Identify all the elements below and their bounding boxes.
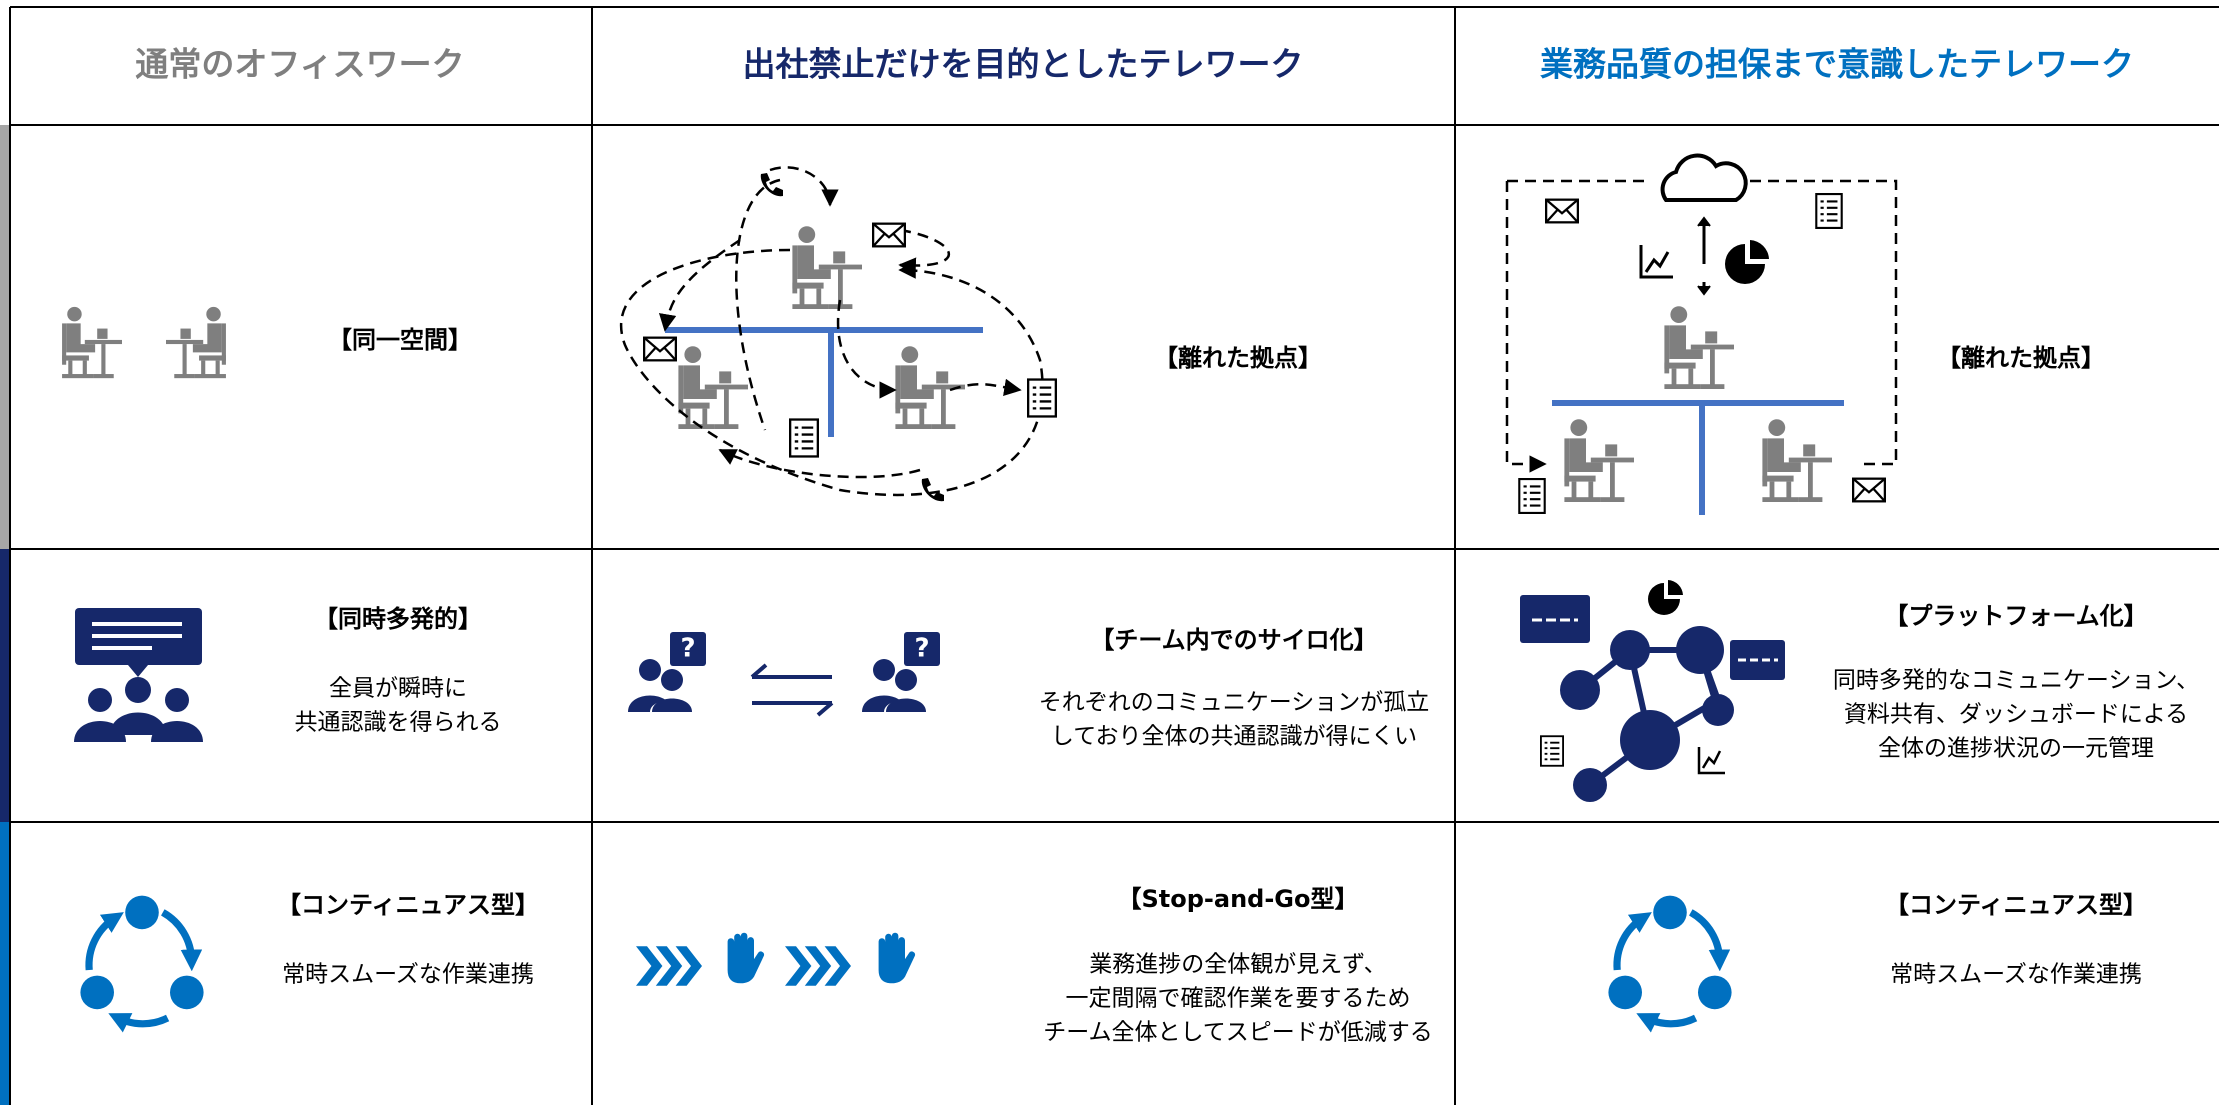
cell-description: チーム全体としてスピードが低減する: [1043, 1020, 1433, 1046]
cell-label: 【コンティニュアス型】: [1885, 891, 2147, 919]
cell-label: 【プラットフォーム化】: [1884, 602, 2147, 630]
cycle-icon: [1608, 896, 1731, 1024]
cell-label: 【離れた拠点】: [1154, 344, 1322, 372]
column-header: 業務品質の担保まで意識したテレワーク: [1540, 45, 2134, 84]
row-strip: [0, 125, 10, 549]
texts: 通常のオフィスワーク 出社禁止だけを目的としたテレワーク 業務品質の担保まで意識した…: [135, 45, 2199, 1046]
cell-description: 常時スムーズな作業連携: [1890, 962, 2142, 988]
cell-label: 【同時多発的】: [314, 605, 482, 633]
column-header: 通常のオフィスワーク: [135, 45, 464, 84]
silo-diagram: [619, 166, 1057, 502]
cell-label: 【コンティニュアス型】: [277, 891, 539, 919]
cell-description: 全員が瞬時に: [329, 676, 467, 702]
silo-icon: [628, 632, 940, 717]
cell-label: 【Stop-and-Go型】: [1118, 885, 1359, 913]
cell-description: 同時多発的なコミュニケーション、: [1833, 668, 2199, 694]
cell-description: 一定間隔で確認作業を要するため: [1066, 986, 1411, 1012]
meeting-icon: [74, 608, 203, 742]
stop-and-go-icon: [636, 932, 916, 986]
cell-description: 業務進捗の全体観が見えず、: [1089, 952, 1386, 978]
table-grid: [9, 6, 2219, 1105]
cell-label: 【離れた拠点】: [1937, 344, 2105, 372]
office-icon: [62, 306, 226, 379]
platform-diagram: [1505, 153, 1898, 515]
cell-description: 共通認識を得られる: [295, 710, 502, 736]
cell-description: 全体の進捗状況の一元管理: [1878, 736, 2154, 762]
column-header: 出社禁止だけを目的としたテレワーク: [743, 45, 1304, 84]
cycle-icon: [80, 896, 203, 1024]
cell-description: 資料共有、ダッシュボードによる: [1844, 702, 2188, 728]
cell-description: それぞれのコミュニケーションが孤立: [1039, 690, 1430, 716]
cell-description: 常時スムーズな作業連携: [282, 962, 534, 988]
cell-label: 【同一空間】: [328, 326, 472, 354]
row-strip: [0, 549, 10, 822]
cell-label: 【チーム内でのサイロ化】: [1090, 626, 1377, 654]
row-strip: [0, 822, 10, 1105]
cell-description: しており全体の共通認識が得にくい: [1051, 724, 1417, 750]
network-icon: [1520, 580, 1785, 802]
